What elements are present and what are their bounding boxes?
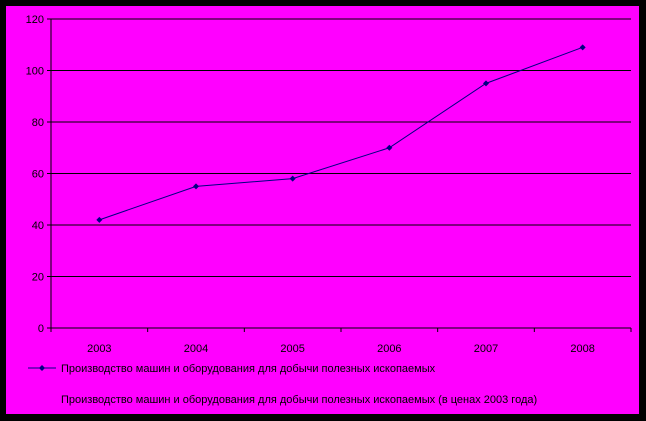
series-line [99, 46, 583, 221]
x-tick-label-2003: 2003 [87, 343, 111, 355]
gridlines [51, 18, 631, 277]
x-tick-label-2004: 2004 [184, 343, 208, 355]
x-tick-label-2005: 2005 [280, 343, 304, 355]
x-tick-label-2008: 2008 [570, 343, 594, 355]
line-chart: 0 20 40 60 80 100 120 2003 2004 2005 2006 2007 2008… [26, 14, 632, 406]
y-tick-label: 100 [26, 66, 44, 78]
y-tick-labels: 0 20 40 60 80 100 120 [26, 14, 44, 335]
y-tick-label: 120 [26, 14, 44, 26]
legend-entry-2: Производство машин и оборудования для до… [61, 394, 537, 406]
data-point-2008 [579, 44, 586, 51]
y-tick-label: 60 [32, 169, 44, 181]
series-layer [96, 44, 586, 223]
legend-entry-1: Производство машин и оборудования для до… [61, 363, 436, 375]
x-tick-label-2007: 2007 [474, 343, 498, 355]
data-point-2007 [483, 80, 489, 87]
axes [47, 18, 632, 332]
y-tick-label: 80 [32, 117, 44, 129]
x-tick-labels: 2003 2004 2005 2006 2007 2008 [87, 343, 595, 355]
data-point-2003 [96, 216, 103, 223]
y-tick-label: 0 [38, 323, 44, 335]
x-tick-label-2006: 2006 [377, 343, 401, 355]
y-tick-label: 40 [32, 220, 44, 232]
legend: Производство машин и оборудования для до… [28, 363, 537, 406]
data-point-2006 [386, 144, 393, 151]
chart-frame: 0 20 40 60 80 100 120 2003 2004 2005 2006 2007 2008… [6, 6, 639, 414]
y-tick-label: 20 [32, 272, 44, 284]
data-point-2005 [289, 175, 296, 182]
data-point-2004 [193, 183, 199, 190]
legend-swatch-marker [39, 365, 45, 371]
